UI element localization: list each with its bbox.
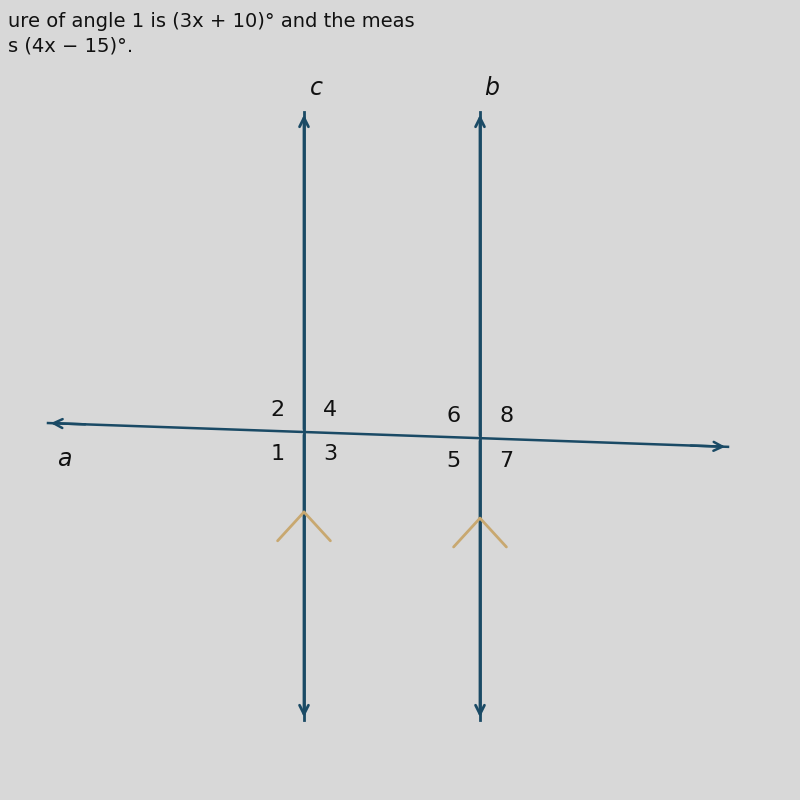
Text: 3: 3 [323,444,338,464]
Text: 4: 4 [323,399,338,419]
Text: 7: 7 [499,450,514,470]
Text: 5: 5 [446,450,461,470]
Text: 6: 6 [446,406,461,426]
Text: b: b [485,76,499,100]
Text: s (4x − 15)°.: s (4x − 15)°. [8,36,133,55]
Text: c: c [310,76,322,100]
Text: a: a [57,447,71,471]
Text: 2: 2 [270,399,285,419]
Text: ure of angle 1 is (3x + 10)° and the meas: ure of angle 1 is (3x + 10)° and the mea… [8,12,414,31]
Text: 8: 8 [499,406,514,426]
Text: 1: 1 [270,444,285,464]
